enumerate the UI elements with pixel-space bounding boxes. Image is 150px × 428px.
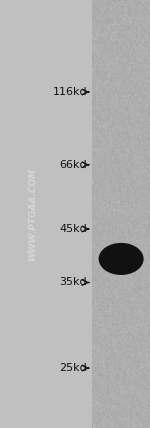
- Bar: [92, 0, 150, 428]
- Text: 116kd: 116kd: [52, 87, 87, 97]
- Text: 45kd: 45kd: [59, 224, 87, 234]
- Text: 25kd: 25kd: [59, 363, 87, 373]
- Text: WWW.PTGAA.COM: WWW.PTGAA.COM: [28, 167, 38, 261]
- Text: 35kd: 35kd: [59, 277, 87, 288]
- Text: 66kd: 66kd: [59, 160, 87, 170]
